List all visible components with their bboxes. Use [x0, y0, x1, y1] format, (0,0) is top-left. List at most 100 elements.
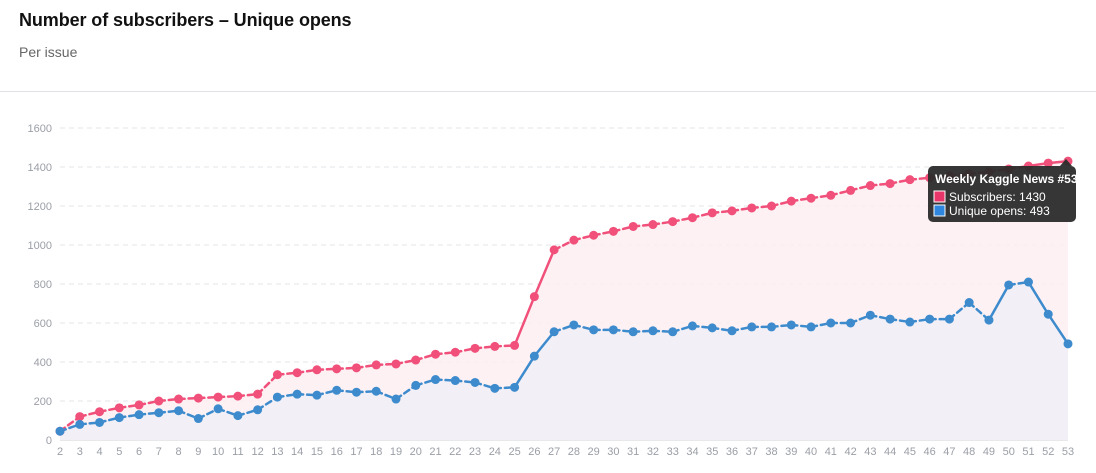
point-subscribers[interactable]: [312, 365, 322, 375]
point-subscribers[interactable]: [292, 368, 302, 378]
point-subscribers[interactable]: [233, 391, 243, 401]
point-unique-opens[interactable]: [668, 327, 678, 337]
point-subscribers[interactable]: [648, 220, 658, 230]
point-subscribers[interactable]: [628, 221, 638, 231]
point-unique-opens[interactable]: [865, 310, 875, 320]
point-unique-opens[interactable]: [806, 322, 816, 332]
point-unique-opens[interactable]: [707, 323, 717, 333]
point-unique-opens[interactable]: [747, 322, 757, 332]
point-subscribers[interactable]: [747, 203, 757, 213]
point-unique-opens[interactable]: [233, 411, 243, 421]
point-unique-opens[interactable]: [351, 387, 361, 397]
point-unique-opens[interactable]: [905, 317, 915, 327]
point-unique-opens[interactable]: [292, 389, 302, 399]
point-subscribers[interactable]: [1043, 158, 1053, 168]
point-subscribers[interactable]: [727, 206, 737, 216]
point-subscribers[interactable]: [569, 235, 579, 245]
point-subscribers[interactable]: [371, 360, 381, 370]
point-unique-opens[interactable]: [944, 314, 954, 324]
point-subscribers[interactable]: [75, 412, 85, 422]
point-unique-opens[interactable]: [174, 406, 184, 416]
point-subscribers[interactable]: [114, 403, 124, 413]
point-subscribers[interactable]: [668, 217, 678, 227]
point-unique-opens[interactable]: [984, 315, 994, 325]
point-subscribers[interactable]: [865, 181, 875, 191]
point-subscribers[interactable]: [589, 230, 599, 240]
point-subscribers[interactable]: [885, 179, 895, 189]
point-unique-opens[interactable]: [549, 327, 559, 337]
point-unique-opens[interactable]: [55, 426, 65, 436]
point-subscribers[interactable]: [332, 364, 342, 374]
point-unique-opens[interactable]: [391, 394, 401, 404]
point-subscribers[interactable]: [826, 190, 836, 200]
point-unique-opens[interactable]: [470, 377, 480, 387]
point-unique-opens[interactable]: [114, 413, 124, 423]
point-subscribers[interactable]: [707, 208, 717, 218]
point-unique-opens[interactable]: [510, 382, 520, 392]
point-unique-opens[interactable]: [925, 314, 935, 324]
point-unique-opens[interactable]: [411, 380, 421, 390]
point-unique-opens[interactable]: [767, 322, 777, 332]
point-subscribers[interactable]: [253, 389, 263, 399]
point-subscribers[interactable]: [450, 347, 460, 357]
point-unique-opens[interactable]: [1023, 277, 1033, 287]
point-unique-opens[interactable]: [95, 417, 105, 427]
point-unique-opens[interactable]: [529, 351, 539, 361]
point-unique-opens[interactable]: [648, 326, 658, 336]
point-subscribers[interactable]: [786, 196, 796, 206]
point-unique-opens[interactable]: [1043, 309, 1053, 319]
point-subscribers[interactable]: [154, 396, 164, 406]
point-subscribers[interactable]: [767, 201, 777, 211]
point-subscribers[interactable]: [608, 226, 618, 236]
point-unique-opens[interactable]: [253, 405, 263, 415]
point-unique-opens[interactable]: [332, 385, 342, 395]
point-unique-opens[interactable]: [450, 376, 460, 386]
point-unique-opens[interactable]: [826, 318, 836, 328]
point-unique-opens[interactable]: [154, 408, 164, 418]
point-unique-opens[interactable]: [1063, 339, 1073, 349]
point-subscribers[interactable]: [549, 245, 559, 255]
point-subscribers[interactable]: [687, 213, 697, 223]
point-unique-opens[interactable]: [75, 419, 85, 429]
point-unique-opens[interactable]: [193, 414, 203, 424]
x-tick-label: 24: [489, 446, 501, 458]
point-unique-opens[interactable]: [846, 318, 856, 328]
point-unique-opens[interactable]: [885, 314, 895, 324]
point-unique-opens[interactable]: [786, 320, 796, 330]
point-subscribers[interactable]: [351, 363, 361, 373]
point-subscribers[interactable]: [490, 341, 500, 351]
point-unique-opens[interactable]: [272, 392, 282, 402]
point-subscribers[interactable]: [470, 343, 480, 353]
point-unique-opens[interactable]: [431, 375, 441, 385]
point-unique-opens[interactable]: [371, 386, 381, 396]
point-unique-opens[interactable]: [490, 383, 500, 393]
point-subscribers[interactable]: [846, 185, 856, 195]
point-unique-opens[interactable]: [569, 320, 579, 330]
point-unique-opens[interactable]: [134, 410, 144, 420]
point-unique-opens[interactable]: [589, 325, 599, 335]
point-subscribers[interactable]: [134, 400, 144, 410]
x-tick-label: 19: [390, 446, 402, 458]
point-subscribers[interactable]: [431, 349, 441, 359]
point-unique-opens[interactable]: [727, 326, 737, 336]
point-subscribers[interactable]: [193, 393, 203, 403]
point-unique-opens[interactable]: [687, 321, 697, 331]
point-unique-opens[interactable]: [964, 298, 974, 308]
point-unique-opens[interactable]: [213, 404, 223, 414]
series-points[interactable]: [55, 156, 1073, 436]
point-unique-opens[interactable]: [608, 325, 618, 335]
point-unique-opens[interactable]: [312, 390, 322, 400]
point-subscribers[interactable]: [905, 175, 915, 185]
point-subscribers[interactable]: [272, 370, 282, 380]
point-subscribers[interactable]: [391, 359, 401, 369]
point-subscribers[interactable]: [95, 407, 105, 417]
point-subscribers[interactable]: [174, 394, 184, 404]
point-subscribers[interactable]: [411, 355, 421, 365]
point-subscribers[interactable]: [510, 340, 520, 350]
point-subscribers[interactable]: [529, 292, 539, 302]
point-unique-opens[interactable]: [628, 327, 638, 337]
point-subscribers[interactable]: [806, 193, 816, 203]
point-subscribers[interactable]: [213, 392, 223, 402]
point-unique-opens[interactable]: [1004, 280, 1014, 290]
